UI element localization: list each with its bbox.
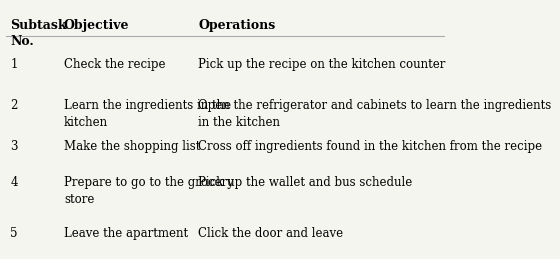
Text: Operations: Operations <box>198 19 276 32</box>
Text: 5: 5 <box>10 227 18 240</box>
Text: Cross off ingredients found in the kitchen from the recipe: Cross off ingredients found in the kitch… <box>198 140 542 153</box>
Text: Leave the apartment: Leave the apartment <box>64 227 188 240</box>
Text: 2: 2 <box>10 99 18 112</box>
Text: Check the recipe: Check the recipe <box>64 58 165 71</box>
Text: 3: 3 <box>10 140 18 153</box>
Text: 1: 1 <box>10 58 18 71</box>
Text: Pick up the recipe on the kitchen counter: Pick up the recipe on the kitchen counte… <box>198 58 445 71</box>
Text: Open the refrigerator and cabinets to learn the ingredients
in the kitchen: Open the refrigerator and cabinets to le… <box>198 99 552 129</box>
Text: Objective: Objective <box>64 19 129 32</box>
Text: Prepare to go to the grocery
store: Prepare to go to the grocery store <box>64 176 234 206</box>
Text: Subtask
No.: Subtask No. <box>10 19 67 48</box>
Text: Learn the ingredients in the
kitchen: Learn the ingredients in the kitchen <box>64 99 231 129</box>
Text: Pick up the wallet and bus schedule: Pick up the wallet and bus schedule <box>198 176 412 189</box>
Text: Make the shopping list: Make the shopping list <box>64 140 200 153</box>
Text: Click the door and leave: Click the door and leave <box>198 227 343 240</box>
Text: 4: 4 <box>10 176 18 189</box>
